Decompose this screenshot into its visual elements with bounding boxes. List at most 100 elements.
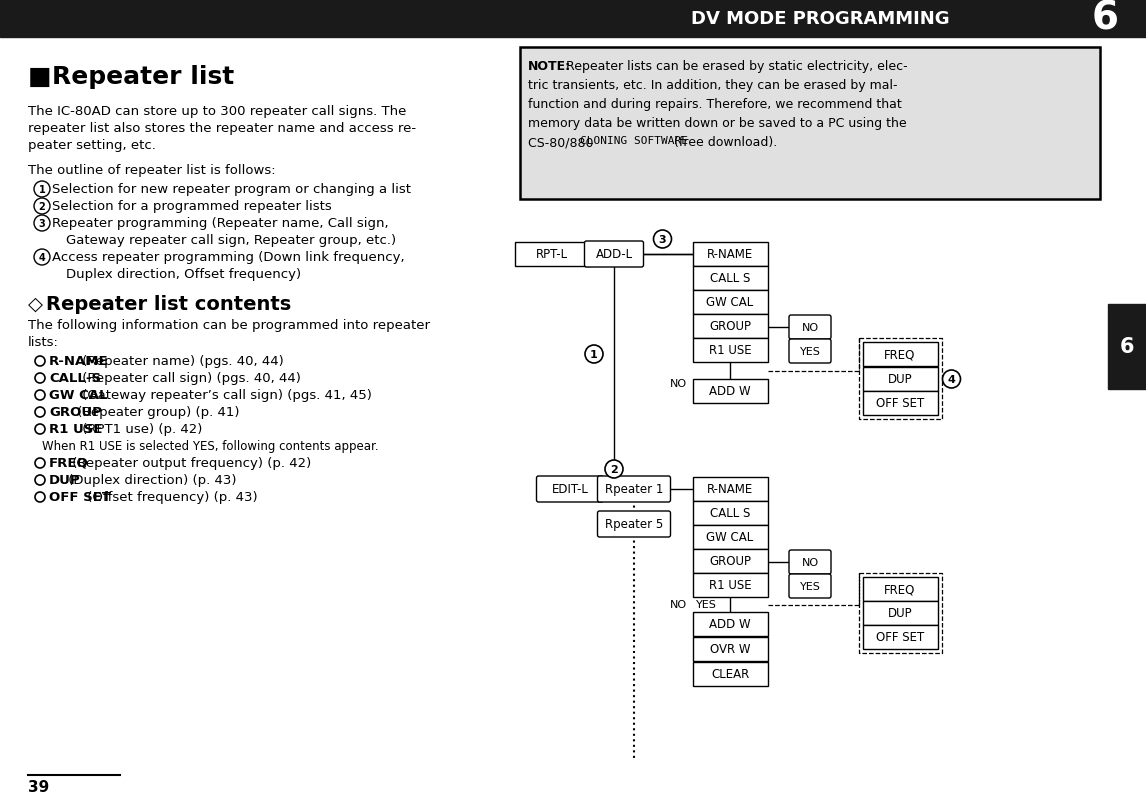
FancyBboxPatch shape [597,512,670,537]
Text: 6: 6 [1091,0,1118,38]
Text: DUP: DUP [49,474,80,487]
Text: YES: YES [696,378,717,389]
FancyBboxPatch shape [692,501,768,525]
FancyBboxPatch shape [692,573,768,597]
Text: Repeater programming (Repeater name, Call sign,: Repeater programming (Repeater name, Cal… [52,217,388,230]
Text: YES: YES [800,581,821,591]
Text: ADD W: ADD W [709,618,751,630]
Text: EDIT-L: EDIT-L [551,483,588,496]
Text: (Repeater name) (pgs. 40, 44): (Repeater name) (pgs. 40, 44) [78,355,284,368]
Circle shape [34,199,50,214]
Text: When R1 USE is selected YES, following contents appear.: When R1 USE is selected YES, following c… [42,439,378,452]
Text: (Duplex direction) (p. 43): (Duplex direction) (p. 43) [63,474,236,487]
FancyBboxPatch shape [788,574,831,598]
Text: ADD-L: ADD-L [596,248,633,261]
Circle shape [605,460,623,479]
Text: 3: 3 [39,218,46,229]
Bar [520,48,1100,200]
Text: DUP: DUP [888,373,912,386]
Text: FREQ: FREQ [49,456,88,470]
Text: YES: YES [800,347,821,357]
Text: peater setting, etc.: peater setting, etc. [28,139,156,152]
Text: (Repeater group) (p. 41): (Repeater group) (p. 41) [73,406,240,418]
Text: OVR W: OVR W [709,642,751,656]
Text: (RPT1 use) (p. 42): (RPT1 use) (p. 42) [78,422,203,435]
Text: R-NAME: R-NAME [707,248,753,261]
Text: ◇: ◇ [28,295,44,314]
Text: The following information can be programmed into repeater: The following information can be program… [28,319,430,332]
Text: FREQ: FREQ [885,583,916,596]
FancyBboxPatch shape [863,601,937,626]
Text: Selection for a programmed repeater lists: Selection for a programmed repeater list… [52,200,331,213]
Circle shape [942,370,960,389]
Text: CLONING SOFTWARE: CLONING SOFTWARE [580,136,688,146]
Text: OFF SET: OFF SET [49,491,111,503]
FancyBboxPatch shape [863,343,937,366]
FancyBboxPatch shape [692,267,768,291]
Text: (free download).: (free download). [670,136,777,149]
Text: 4: 4 [948,374,956,385]
Circle shape [34,216,50,232]
Text: (Repeater call sign) (pgs. 40, 44): (Repeater call sign) (pgs. 40, 44) [78,372,301,385]
Text: NO: NO [670,600,688,609]
Text: ■: ■ [28,65,52,89]
Text: CALL S: CALL S [709,507,751,520]
Text: memory data be written down or be saved to a PC using the: memory data be written down or be saved … [528,117,906,130]
Circle shape [36,425,45,434]
Text: CLEAR: CLEAR [711,667,749,681]
Text: 1: 1 [590,349,598,360]
Text: NO: NO [670,378,688,389]
Text: NOTE:: NOTE: [528,60,571,73]
FancyBboxPatch shape [692,478,768,501]
Circle shape [36,492,45,503]
Circle shape [36,390,45,401]
Text: CS-80/880: CS-80/880 [528,136,597,149]
Text: (Repeater output frequency) (p. 42): (Repeater output frequency) (p. 42) [69,456,312,470]
Text: Selection for new repeater program or changing a list: Selection for new repeater program or ch… [52,183,411,196]
Circle shape [36,373,45,384]
Text: DV MODE PROGRAMMING: DV MODE PROGRAMMING [691,10,949,28]
Text: 1: 1 [39,185,46,195]
Text: 3: 3 [659,234,666,245]
Text: R-NAME: R-NAME [707,483,753,496]
FancyBboxPatch shape [788,340,831,364]
FancyBboxPatch shape [863,577,937,601]
Text: (Offset frequency) (p. 43): (Offset frequency) (p. 43) [83,491,258,503]
FancyBboxPatch shape [788,550,831,574]
FancyBboxPatch shape [692,339,768,362]
Text: GROUP: GROUP [49,406,102,418]
FancyBboxPatch shape [584,242,644,267]
FancyBboxPatch shape [863,626,937,649]
Text: Rpeater 1: Rpeater 1 [605,483,664,496]
Text: 2: 2 [610,464,618,475]
Text: Duplex direction, Offset frequency): Duplex direction, Offset frequency) [66,267,301,281]
FancyBboxPatch shape [788,316,831,340]
Circle shape [584,345,603,364]
Text: Repeater list: Repeater list [52,65,234,89]
Text: R1 USE: R1 USE [708,344,752,357]
FancyBboxPatch shape [863,368,937,392]
FancyBboxPatch shape [692,243,768,267]
FancyBboxPatch shape [692,291,768,315]
Text: 6: 6 [1120,336,1135,357]
Text: FREQ: FREQ [885,348,916,361]
FancyBboxPatch shape [863,392,937,415]
Text: 4: 4 [39,253,46,263]
Circle shape [36,459,45,468]
Text: CALL-S: CALL-S [49,372,101,385]
FancyBboxPatch shape [692,612,768,636]
FancyBboxPatch shape [692,380,768,403]
Text: The outline of repeater list is follows:: The outline of repeater list is follows: [28,164,276,177]
Circle shape [34,250,50,266]
Text: Repeater lists can be erased by static electricity, elec-: Repeater lists can be erased by static e… [566,60,908,73]
Text: Access repeater programming (Down link frequency,: Access repeater programming (Down link f… [52,251,405,263]
Text: R1 USE: R1 USE [708,579,752,592]
Circle shape [653,230,672,249]
Text: YES: YES [696,600,717,609]
Text: NO: NO [801,323,818,332]
Circle shape [36,357,45,366]
Text: 39: 39 [28,779,49,794]
Text: OFF SET: OFF SET [876,397,924,410]
Text: tric transients, etc. In addition, they can be erased by mal-: tric transients, etc. In addition, they … [528,79,897,92]
Bar [1108,304,1146,389]
